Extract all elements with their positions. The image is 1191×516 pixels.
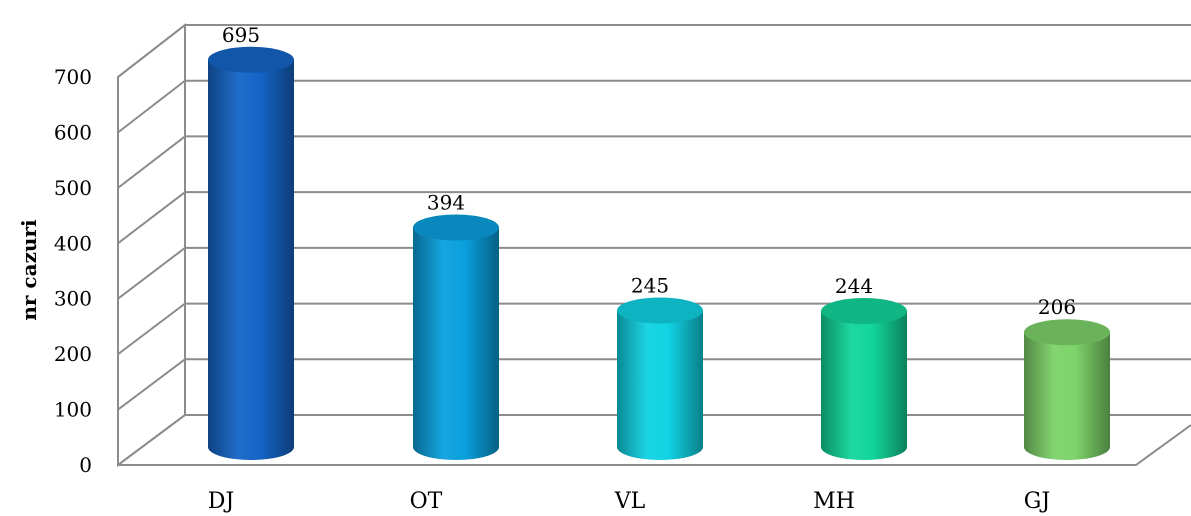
x-axis-categories: DJ OT VL MH GJ bbox=[208, 489, 1050, 514]
category-label-VL: VL bbox=[614, 489, 646, 514]
bar-DJ bbox=[208, 46, 294, 461]
category-label-MH: MH bbox=[813, 489, 855, 514]
gridline bbox=[117, 24, 1191, 78]
data-labels: 695 394 245 244 206 bbox=[222, 23, 1076, 319]
bar-body bbox=[413, 227, 499, 460]
bar-VL bbox=[617, 297, 703, 460]
category-label-GJ: GJ bbox=[1024, 489, 1050, 514]
y-tick-label: 600 bbox=[54, 120, 92, 144]
side-wall bbox=[117, 22, 186, 467]
gridline bbox=[117, 191, 1191, 245]
gridline bbox=[117, 246, 1191, 300]
data-label-MH: 244 bbox=[835, 274, 873, 298]
y-axis-label: nr cazuri bbox=[17, 219, 41, 321]
y-axis-ticks: 0 100 200 300 400 500 600 700 bbox=[54, 65, 92, 477]
bar-top bbox=[1024, 319, 1110, 346]
gridline bbox=[117, 79, 1191, 134]
gridline bbox=[117, 135, 1191, 189]
bar-body bbox=[617, 310, 703, 460]
bar-top bbox=[821, 298, 907, 325]
y-tick-label: 700 bbox=[54, 65, 92, 89]
data-label-OT: 394 bbox=[427, 190, 465, 214]
data-label-GJ: 206 bbox=[1038, 295, 1076, 319]
data-label-VL: 245 bbox=[631, 274, 669, 298]
bar-top bbox=[208, 46, 294, 73]
bar-body bbox=[821, 311, 907, 460]
y-tick-label: 300 bbox=[54, 287, 92, 311]
chart-walls bbox=[117, 22, 1191, 467]
bar-top bbox=[413, 214, 499, 241]
y-tick-label: 400 bbox=[54, 231, 92, 255]
category-label-OT: OT bbox=[410, 489, 443, 514]
category-label-DJ: DJ bbox=[208, 489, 234, 514]
y-tick-label: 0 bbox=[79, 453, 92, 477]
y-tick-label: 100 bbox=[54, 398, 92, 422]
y-tick-label: 200 bbox=[54, 342, 92, 366]
bar-OT bbox=[413, 214, 499, 460]
bars bbox=[208, 46, 1110, 461]
bar-body bbox=[208, 59, 294, 461]
bar-GJ bbox=[1024, 319, 1110, 460]
bar-body bbox=[1024, 332, 1110, 460]
bar-MH bbox=[821, 298, 907, 460]
y-tick-label: 500 bbox=[54, 176, 92, 200]
data-label-DJ: 695 bbox=[222, 23, 260, 47]
bar-top bbox=[617, 297, 703, 324]
